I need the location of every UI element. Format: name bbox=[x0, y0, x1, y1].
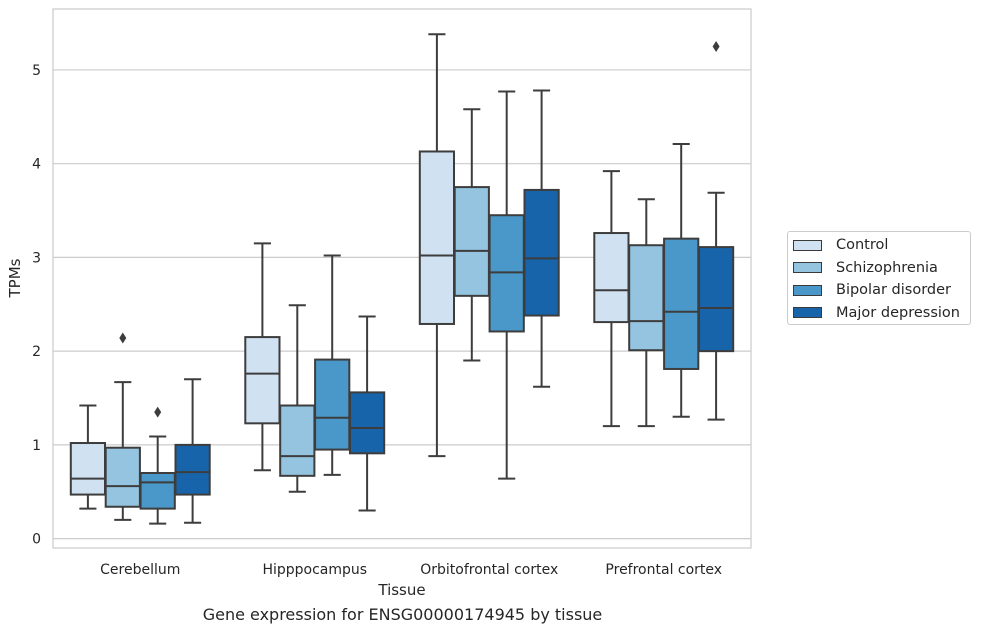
x-tick-label: Orbitofrontal cortex bbox=[420, 562, 558, 578]
x-axis-label: Tissue bbox=[377, 581, 425, 599]
y-tick-label: 2 bbox=[32, 344, 41, 360]
legend-item: Control bbox=[793, 235, 888, 255]
legend-swatch bbox=[793, 284, 822, 296]
x-tick-label: Hipppocampus bbox=[262, 562, 367, 578]
y-tick-labels: 0 1 2 3 4 5 bbox=[32, 63, 41, 548]
x-tick-label: Prefrontal cortex bbox=[605, 562, 722, 578]
box-body bbox=[593, 232, 630, 324]
box-body bbox=[279, 404, 316, 477]
box bbox=[593, 170, 630, 428]
y-tick-label: 4 bbox=[32, 157, 41, 173]
legend-item: Major depression bbox=[793, 303, 960, 323]
box bbox=[69, 404, 107, 510]
box bbox=[697, 40, 735, 421]
series-control bbox=[69, 33, 630, 510]
outlier-point bbox=[712, 40, 720, 52]
legend-swatch bbox=[793, 239, 822, 251]
x-tick-labels: Cerebellum Hipppocampus Orbitofrontal cort… bbox=[100, 562, 722, 578]
box-body bbox=[523, 188, 560, 317]
box-body bbox=[348, 391, 386, 455]
box-body bbox=[453, 186, 490, 297]
outlier-point bbox=[154, 406, 162, 418]
legend-label: Control bbox=[836, 237, 889, 253]
box bbox=[174, 378, 211, 524]
legend-item: Schizophrenia bbox=[793, 258, 938, 278]
box bbox=[348, 315, 386, 512]
legend-label: Schizophrenia bbox=[836, 259, 938, 276]
figure-caption: Gene expression for ENSG00000174945 by t… bbox=[202, 605, 603, 624]
y-tick-label: 1 bbox=[32, 438, 41, 454]
box bbox=[314, 254, 351, 476]
legend: Control Schizophrenia Bipolar disorder Majo… bbox=[787, 231, 971, 325]
gridlines bbox=[53, 69, 751, 540]
box-body bbox=[697, 246, 735, 353]
y-axis-label: TPMs bbox=[6, 258, 24, 298]
legend-swatch bbox=[793, 262, 822, 273]
legend-swatch bbox=[793, 307, 822, 318]
box-body bbox=[628, 244, 665, 352]
box-body bbox=[69, 442, 107, 496]
box-body bbox=[244, 336, 281, 425]
box-body bbox=[663, 237, 700, 370]
box bbox=[279, 304, 316, 493]
y-tick-label: 5 bbox=[32, 63, 41, 79]
outlier-point bbox=[119, 332, 127, 344]
box-body bbox=[104, 446, 141, 508]
box bbox=[418, 33, 456, 458]
box-body bbox=[174, 443, 211, 496]
y-tick-label: 0 bbox=[32, 532, 41, 548]
legend-label: Major depression bbox=[836, 304, 960, 321]
x-tick-label: Cerebellum bbox=[100, 562, 180, 578]
box bbox=[244, 242, 281, 472]
box-body bbox=[418, 150, 456, 325]
series-major-depression bbox=[174, 40, 735, 524]
box-body bbox=[314, 358, 351, 451]
y-tick-label: 3 bbox=[32, 250, 41, 266]
box bbox=[104, 332, 141, 521]
box-series bbox=[69, 33, 735, 525]
legend-label: Bipolar disorder bbox=[836, 282, 951, 298]
box-body bbox=[139, 472, 176, 510]
box bbox=[523, 89, 560, 388]
legend-item: Bipolar disorder bbox=[793, 280, 951, 300]
